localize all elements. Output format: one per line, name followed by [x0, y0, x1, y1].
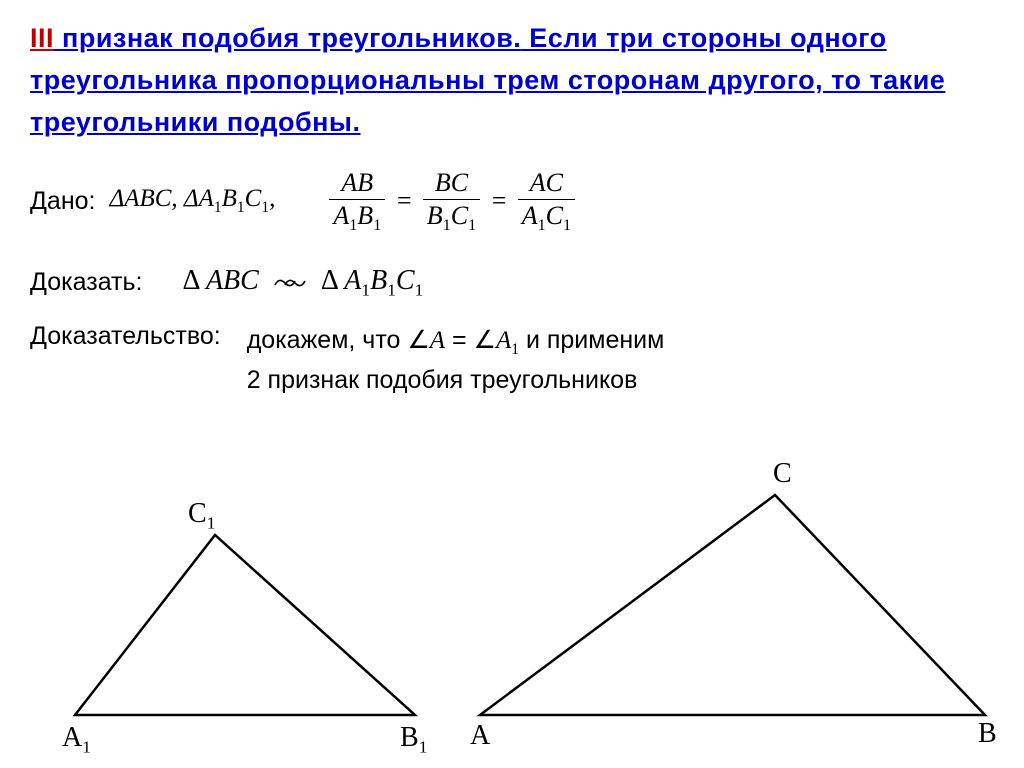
fraction-bc: BC B1C1	[423, 168, 480, 235]
label-a: A	[470, 720, 490, 752]
similarity-statement: Δ ABC Δ A1B1C1	[182, 265, 423, 301]
proof-text: докажем, что ∠A = ∠A1 и применим 2 призн…	[247, 322, 665, 398]
triangles-svg	[0, 470, 1024, 760]
triangle-small	[75, 535, 415, 715]
given-triangles: ΔABC, ΔA1B1C1,	[110, 185, 276, 217]
label-c1: C1	[188, 498, 215, 534]
fraction-ab: AB A1B1	[329, 168, 385, 235]
prove-label: Доказать:	[30, 268, 142, 297]
diagram-area: C1 A1 B1 C A B	[0, 470, 1024, 760]
label-a1: A1	[62, 722, 91, 758]
fraction-ac: AC A1C1	[518, 168, 575, 235]
theorem-title: III признак подобия треугольников. Если …	[30, 18, 994, 144]
similar-icon	[266, 265, 321, 296]
prove-row: Доказать: Δ ABC Δ A1B1C1	[30, 265, 994, 301]
given-label: Дано:	[30, 187, 96, 216]
given-row: Дано: ΔABC, ΔA1B1C1, AB A1B1 = BC B1C1 =…	[30, 168, 994, 235]
label-b1: B1	[400, 722, 427, 758]
label-c: C	[773, 458, 792, 490]
triangle-large	[480, 495, 985, 715]
proof-row: Доказательство: докажем, что ∠A = ∠A1 и …	[30, 322, 994, 398]
label-b: B	[978, 718, 997, 750]
ratio-equation: AB A1B1 = BC B1C1 = AC A1C1	[329, 168, 575, 235]
title-blue: признак подобия треугольников.	[54, 23, 521, 53]
proof-label: Доказательство:	[30, 322, 221, 351]
roman-numeral: III	[30, 23, 54, 53]
